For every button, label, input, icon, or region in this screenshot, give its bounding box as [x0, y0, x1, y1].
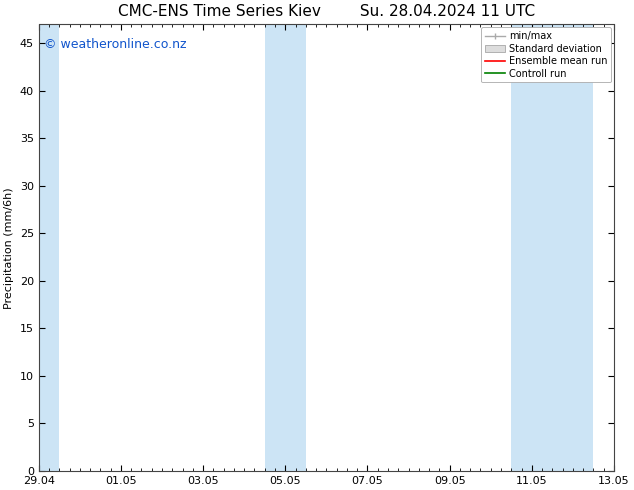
Title: CMC-ENS Time Series Kiev        Su. 28.04.2024 11 UTC: CMC-ENS Time Series Kiev Su. 28.04.2024 …: [118, 4, 535, 19]
Bar: [552, 24, 593, 471]
Legend: min/max, Standard deviation, Ensemble mean run, Controll run: min/max, Standard deviation, Ensemble me…: [481, 27, 611, 82]
Y-axis label: Precipitation (mm/6h): Precipitation (mm/6h): [4, 187, 14, 309]
Bar: [39, 24, 59, 471]
Bar: [265, 24, 306, 471]
Text: © weatheronline.co.nz: © weatheronline.co.nz: [44, 38, 187, 51]
Bar: [511, 24, 552, 471]
